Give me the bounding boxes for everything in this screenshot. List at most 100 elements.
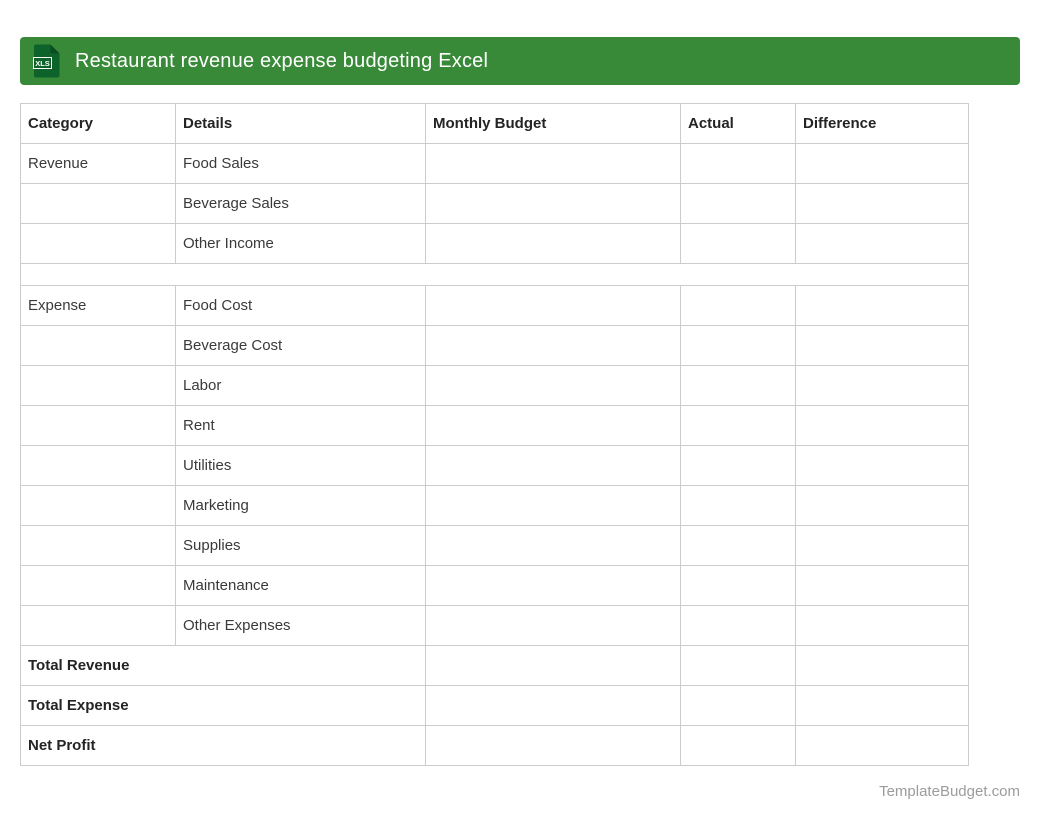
cell-difference [795, 325, 969, 366]
table-row: Utilities [20, 445, 969, 486]
cell-monthly-budget [425, 485, 681, 526]
table-row: Expense Food Cost [20, 285, 969, 326]
table-row: Marketing [20, 485, 969, 526]
cell-difference [795, 565, 969, 606]
cell-details: Food Cost [175, 285, 426, 326]
xls-icon-label: XLS [35, 59, 50, 68]
cell-actual [680, 445, 796, 486]
table-row: Beverage Sales [20, 183, 969, 224]
total-row: Total Revenue [20, 645, 969, 686]
xls-file-icon: XLS [33, 44, 60, 78]
cell-monthly-budget [425, 605, 681, 646]
cell-details: Rent [175, 405, 426, 446]
column-header-monthly-budget: Monthly Budget [425, 103, 681, 144]
cell-actual [680, 183, 796, 224]
spacer-cell [20, 263, 969, 286]
cell-monthly-budget [425, 223, 681, 264]
cell-details: Supplies [175, 525, 426, 566]
cell-category: Expense [20, 285, 176, 326]
cell-difference [795, 605, 969, 646]
cell-actual [680, 565, 796, 606]
column-header-actual: Actual [680, 103, 796, 144]
cell-difference [795, 445, 969, 486]
cell-monthly-budget [425, 365, 681, 406]
cell-actual [680, 405, 796, 446]
table-row: Labor [20, 365, 969, 406]
table-row: Maintenance [20, 565, 969, 606]
cell-details: Food Sales [175, 143, 426, 184]
cell-actual [680, 605, 796, 646]
cell-actual [680, 223, 796, 264]
column-header-category: Category [20, 103, 176, 144]
cell-difference [795, 405, 969, 446]
cell-difference [795, 285, 969, 326]
cell-monthly-budget [425, 685, 681, 726]
cell-difference [795, 183, 969, 224]
cell-monthly-budget [425, 285, 681, 326]
column-header-details: Details [175, 103, 426, 144]
cell-monthly-budget [425, 725, 681, 766]
cell-monthly-budget [425, 645, 681, 686]
cell-category [20, 485, 176, 526]
cell-actual [680, 325, 796, 366]
cell-monthly-budget [425, 183, 681, 224]
total-label-cell: Total Expense [20, 685, 426, 726]
cell-actual [680, 685, 796, 726]
table-row: Supplies [20, 525, 969, 566]
cell-category [20, 525, 176, 566]
table-row: Other Expenses [20, 605, 969, 646]
cell-category [20, 605, 176, 646]
cell-category [20, 325, 176, 366]
cell-difference [795, 725, 969, 766]
cell-category [20, 183, 176, 224]
total-row: Total Expense [20, 685, 969, 726]
page-title: Restaurant revenue expense budgeting Exc… [75, 49, 489, 72]
cell-difference [795, 485, 969, 526]
table-row: Rent [20, 405, 969, 446]
cell-monthly-budget [425, 565, 681, 606]
cell-actual [680, 725, 796, 766]
cell-actual [680, 645, 796, 686]
cell-monthly-budget [425, 445, 681, 486]
cell-difference [795, 685, 969, 726]
cell-details: Other Income [175, 223, 426, 264]
cell-details: Beverage Sales [175, 183, 426, 224]
column-header-difference: Difference [795, 103, 969, 144]
cell-category [20, 223, 176, 264]
table-row: Beverage Cost [20, 325, 969, 366]
cell-category [20, 445, 176, 486]
cell-details: Maintenance [175, 565, 426, 606]
cell-difference [795, 645, 969, 686]
total-label-cell: Net Profit [20, 725, 426, 766]
cell-difference [795, 143, 969, 184]
cell-category [20, 405, 176, 446]
total-row: Net Profit [20, 725, 969, 766]
cell-details: Other Expenses [175, 605, 426, 646]
table-header-row: Category Details Monthly Budget Actual D… [20, 103, 969, 144]
cell-details: Utilities [175, 445, 426, 486]
cell-monthly-budget [425, 325, 681, 366]
cell-actual [680, 485, 796, 526]
footer-credit: TemplateBudget.com [879, 783, 1020, 800]
table-row: Other Income [20, 223, 969, 264]
budget-table: Category Details Monthly Budget Actual D… [20, 103, 969, 766]
cell-category [20, 365, 176, 406]
cell-actual [680, 525, 796, 566]
cell-details: Beverage Cost [175, 325, 426, 366]
cell-monthly-budget [425, 405, 681, 446]
cell-difference [795, 525, 969, 566]
table-row: Revenue Food Sales [20, 143, 969, 184]
cell-details: Labor [175, 365, 426, 406]
header-bar: XLS Restaurant revenue expense budgeting… [20, 37, 1020, 85]
cell-monthly-budget [425, 143, 681, 184]
cell-category: Revenue [20, 143, 176, 184]
total-label-cell: Total Revenue [20, 645, 426, 686]
cell-actual [680, 143, 796, 184]
cell-category [20, 565, 176, 606]
cell-details: Marketing [175, 485, 426, 526]
cell-actual [680, 365, 796, 406]
cell-monthly-budget [425, 525, 681, 566]
cell-actual [680, 285, 796, 326]
cell-difference [795, 365, 969, 406]
cell-difference [795, 223, 969, 264]
